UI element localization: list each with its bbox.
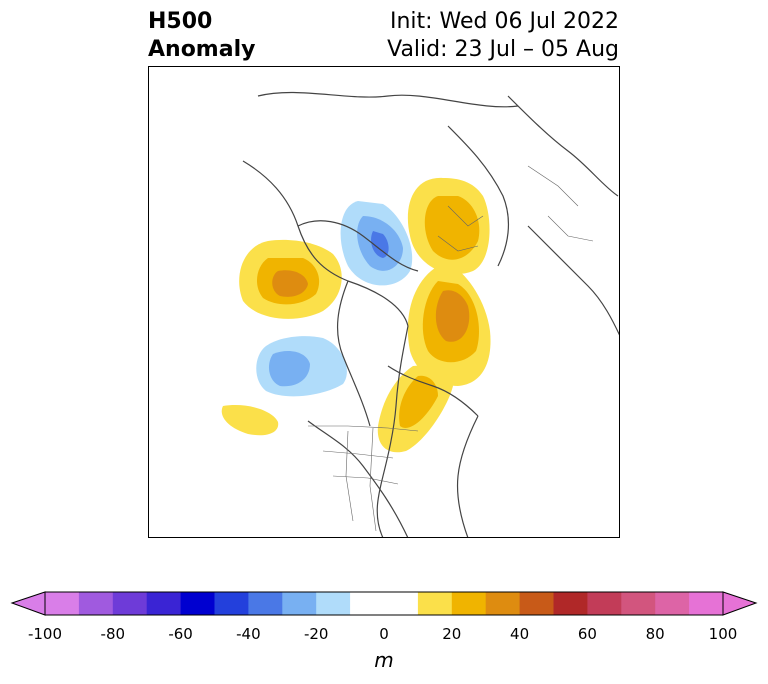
anomaly-pacific-positive xyxy=(221,405,279,436)
anomaly-siberia-inner xyxy=(424,196,480,260)
colorbar-bin xyxy=(180,592,215,615)
title-right: Init: Wed 06 Jul 2022 Valid: 23 Jul – 05… xyxy=(387,8,619,64)
colorbar-tick-label: 40 xyxy=(510,625,529,643)
colorbar-bin xyxy=(45,592,80,615)
colorbar-tick-label: -60 xyxy=(168,625,193,643)
colorbar-bin xyxy=(78,592,114,615)
colorbar-tick-label: 60 xyxy=(578,625,597,643)
anomaly-gulf-alaska-inner xyxy=(272,270,308,297)
colorbar-bin xyxy=(655,592,690,615)
colorbar-bins xyxy=(44,591,724,616)
colorbar-max-arrow xyxy=(722,591,758,616)
colorbar-tick-label: 80 xyxy=(646,625,665,643)
colorbar: -100 -80 -60 -40 -20 0 20 40 60 80 100 m xyxy=(10,591,758,672)
colorbar-bin xyxy=(587,592,622,615)
colorbar-unit: m xyxy=(374,648,393,672)
colorbar-bin xyxy=(417,592,453,615)
colorbar-tick-label: -20 xyxy=(304,625,329,643)
colorbar-bin xyxy=(621,592,656,615)
colorbar-bin xyxy=(146,592,182,615)
colorbar-tick-label: 20 xyxy=(442,625,461,643)
colorbar-bin xyxy=(112,592,148,615)
colorbar-bin xyxy=(553,592,588,615)
colorbar-min-arrow xyxy=(10,591,46,616)
political-borders xyxy=(308,165,594,532)
title-left: H500 Anomaly xyxy=(148,8,255,64)
colorbar-tick-label: 0 xyxy=(379,625,389,643)
colorbar-bin xyxy=(384,592,419,615)
colorbar-bin xyxy=(350,592,385,615)
colorbar-bin xyxy=(316,592,351,615)
colorbar-bin xyxy=(689,592,724,615)
title-variable: H500 xyxy=(148,9,213,34)
anomaly-shading xyxy=(221,177,491,453)
colorbar-bin xyxy=(282,592,317,615)
colorbar-bin xyxy=(248,592,283,615)
anomaly-map xyxy=(148,66,620,538)
colorbar-tick-label: -80 xyxy=(101,625,126,643)
colorbar-tick-label: -100 xyxy=(28,625,62,643)
colorbar-tick-label: -40 xyxy=(236,625,261,643)
anomaly-west-coast-inner xyxy=(268,351,310,387)
init-date: Init: Wed 06 Jul 2022 xyxy=(389,9,619,34)
colorbar-bin xyxy=(519,592,554,615)
anomaly-east-canada-inner xyxy=(399,375,438,428)
anomaly-alaska-inner xyxy=(371,231,389,258)
colorbar-bin xyxy=(485,592,521,615)
anomaly-greenland-inner xyxy=(435,290,470,342)
colorbar-bin xyxy=(451,592,487,615)
valid-range: Valid: 23 Jul – 05 Aug xyxy=(387,37,619,62)
title-field: Anomaly xyxy=(148,37,256,62)
colorbar-bin xyxy=(214,592,249,615)
coastlines xyxy=(242,91,620,538)
colorbar-tick-label: 100 xyxy=(709,625,738,643)
colorbar-ticks: -100 -80 -60 -40 -20 0 20 40 60 80 100 xyxy=(28,625,737,643)
